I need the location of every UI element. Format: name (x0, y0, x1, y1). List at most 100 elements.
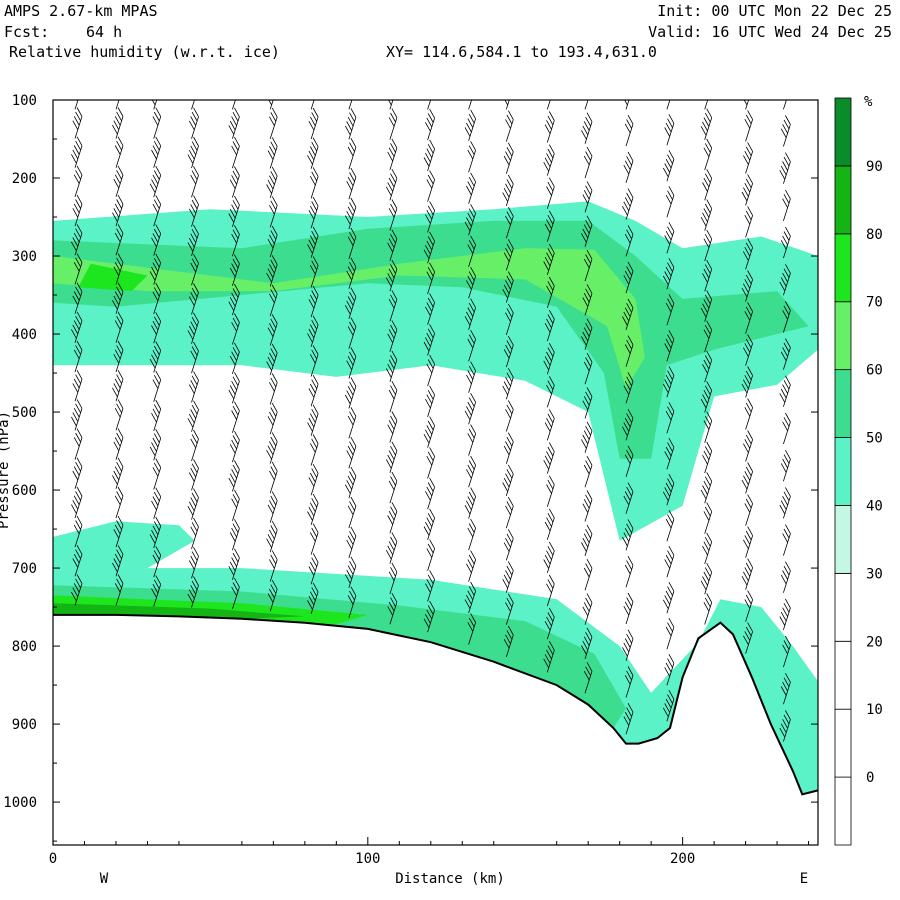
wind-barb (231, 136, 240, 169)
wind-barb (581, 421, 593, 453)
wind-barb (423, 324, 435, 356)
wind-barb (426, 170, 435, 202)
wind-barb (348, 100, 353, 110)
wind-barb (425, 201, 435, 233)
wind-barb (622, 298, 634, 331)
wind-barb (622, 409, 634, 441)
wind-barb (72, 370, 83, 402)
wind-barb (780, 115, 791, 147)
wind-barb (581, 112, 593, 144)
wind-barb (743, 334, 753, 366)
wind-barb (188, 107, 199, 139)
wind-barb (467, 330, 476, 362)
wind-barb (152, 282, 162, 315)
wind-barb (503, 335, 514, 368)
wind-barb (546, 177, 555, 209)
wind-barb (188, 283, 199, 315)
wind-barb (702, 260, 713, 292)
colorbar-swatch (834, 97, 852, 167)
wind-barb (583, 249, 593, 282)
wind-barb (114, 574, 124, 606)
wind-barb (266, 343, 278, 376)
wind-barb (344, 287, 357, 319)
wind-barb (622, 188, 634, 220)
wind-barb (307, 404, 319, 436)
wind-barb (113, 515, 124, 548)
wind-barb (662, 150, 675, 182)
wind-barb (662, 582, 675, 614)
wind-barb (583, 662, 593, 694)
wind-barb (700, 472, 713, 504)
wind-barb (700, 108, 713, 140)
wind-barb (502, 464, 514, 497)
colorbar-label: 70 (866, 295, 883, 311)
wind-barb (112, 282, 124, 314)
wind-barb (71, 399, 83, 431)
wind-barb (544, 309, 555, 342)
colorbar-swatch (834, 233, 852, 303)
wind-barb (308, 196, 319, 229)
wind-barb (466, 455, 476, 488)
wind-barb (71, 311, 83, 343)
wind-barb (267, 225, 278, 258)
wind-barb (741, 558, 753, 590)
wind-barb (344, 556, 357, 588)
wind-barb (464, 204, 476, 236)
wind-barb (426, 539, 435, 571)
wind-barb (269, 461, 278, 494)
wind-barb (387, 320, 398, 352)
wind-barb (425, 385, 435, 418)
wind-barb (623, 372, 634, 404)
wind-barb (543, 541, 555, 574)
wind-barb (269, 107, 278, 140)
wind-barb (741, 270, 753, 302)
wind-barb (74, 100, 79, 110)
wind-barb (744, 206, 753, 238)
wind-barb (149, 341, 162, 373)
wind-barb (187, 136, 199, 169)
wind-barb (387, 502, 398, 534)
wind-barb (347, 496, 357, 529)
wind-barb (779, 375, 791, 407)
wind-barb (385, 532, 398, 564)
colorbar-label: 50 (866, 431, 883, 447)
wind-barb (623, 261, 634, 294)
wind-barb (623, 703, 634, 735)
init-time: Init: 00 UTC Mon 22 Dec 25 (657, 2, 892, 20)
y-tick-label: 100 (12, 93, 37, 109)
wind-barb (423, 416, 435, 448)
wind-barb (543, 641, 555, 673)
wind-barb (228, 195, 240, 228)
wind-barb (267, 402, 278, 435)
wind-barb (73, 515, 83, 548)
wind-barb (112, 457, 124, 489)
wind-barb (191, 100, 195, 110)
wind-barb (583, 352, 593, 385)
wind-barb (228, 372, 240, 404)
wind-barb (426, 447, 435, 479)
wind-barb (662, 474, 675, 506)
wind-barb (266, 432, 278, 464)
colorbar: 0 10 20 30 40 50 60 70 80 90 (834, 97, 883, 846)
wind-barb (388, 108, 398, 140)
wind-barb (229, 254, 240, 286)
wind-barb (387, 411, 398, 443)
rh-band-2 (53, 248, 645, 389)
wind-barb (782, 301, 791, 333)
xy-range: XY= 114.6,584.1 to 193.4,631.0 (386, 43, 657, 61)
wind-barb (187, 576, 199, 608)
wind-barb (505, 303, 514, 336)
y-tick-label: 400 (12, 327, 37, 343)
wind-barb (779, 264, 791, 296)
wind-barb (468, 100, 473, 110)
colorbar-swatch (834, 708, 852, 778)
wind-barb (544, 409, 555, 441)
wind-barb (702, 169, 713, 201)
wind-barb (505, 110, 514, 142)
wind-barb (71, 486, 83, 519)
wind-barb (190, 341, 199, 374)
wind-barb (583, 146, 593, 179)
wind-barb (662, 690, 675, 722)
wind-barb (151, 224, 162, 256)
wind-barb (665, 186, 675, 218)
